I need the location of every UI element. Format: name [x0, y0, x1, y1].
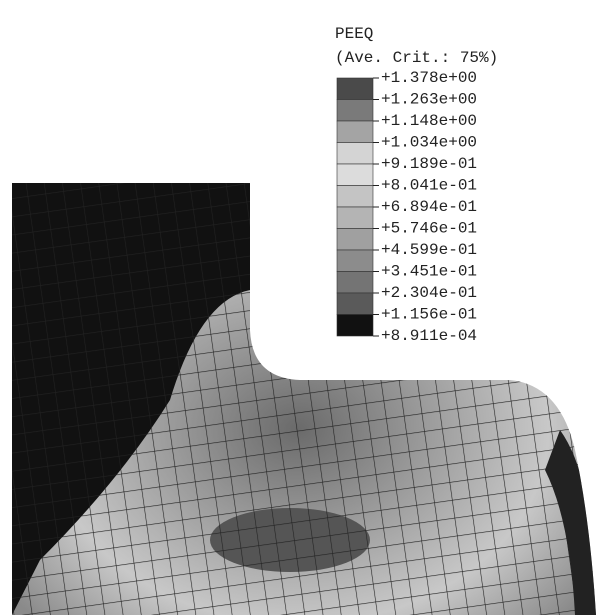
legend-label: +1.156e-01	[381, 306, 477, 324]
mesh-part	[0, 150, 596, 615]
legend-title: PEEQ	[335, 25, 373, 43]
legend-band	[337, 250, 373, 272]
legend-band	[337, 164, 373, 186]
legend-label: +4.599e-01	[381, 241, 477, 259]
legend-label: +8.911e-04	[381, 327, 477, 345]
legend-band	[337, 315, 373, 337]
legend-label: +2.304e-01	[381, 284, 477, 302]
legend-band	[337, 186, 373, 208]
legend-band	[337, 100, 373, 122]
screen: PEEQ (Ave. Crit.: 75%) +1.378e+00 +1.263e…	[0, 0, 596, 615]
legend-label: +3.451e-01	[381, 263, 477, 281]
legend-label: +8.041e-01	[381, 177, 477, 195]
legend-band	[337, 229, 373, 251]
legend-band	[337, 143, 373, 165]
legend-label: +9.189e-01	[381, 155, 477, 173]
legend: +1.378e+00 +1.263e+00 +1.148e+00 +1.034e+00…	[337, 69, 477, 345]
legend-label: +6.894e-01	[381, 198, 477, 216]
legend-label: +5.746e-01	[381, 220, 477, 238]
legend-label: +1.263e+00	[381, 91, 477, 109]
legend-label: +1.034e+00	[381, 134, 477, 152]
legend-band	[337, 78, 373, 100]
legend-band	[337, 121, 373, 143]
legend-band	[337, 272, 373, 294]
legend-label: +1.148e+00	[381, 112, 477, 130]
legend-label: +1.378e+00	[381, 69, 477, 87]
legend-band	[337, 293, 373, 315]
legend-band	[337, 207, 373, 229]
legend-subtitle: (Ave. Crit.: 75%)	[335, 49, 498, 67]
